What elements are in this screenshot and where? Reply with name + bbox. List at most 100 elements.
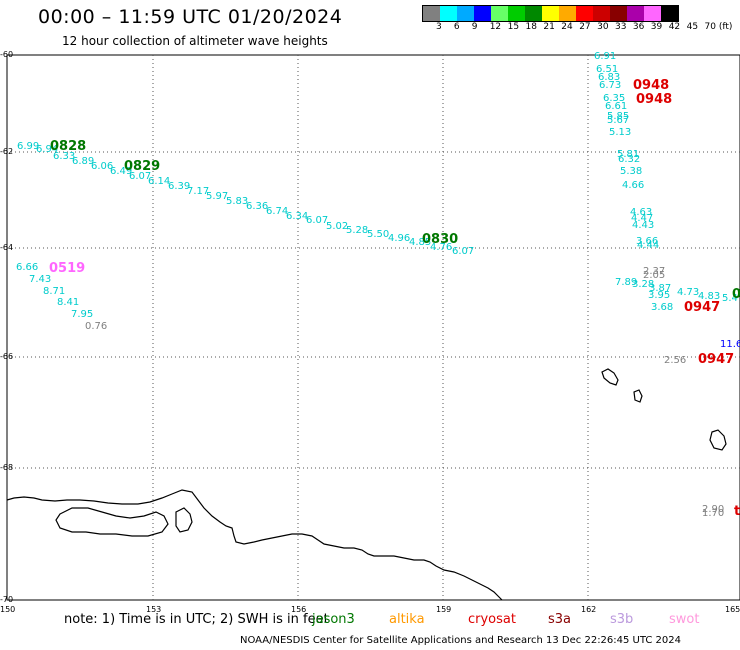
satellite-jason3: jason3 <box>312 612 355 627</box>
island <box>633 389 643 403</box>
wave-height-value: 6.61 <box>605 101 628 112</box>
island <box>601 368 619 386</box>
satellite-cryosat: cryosat <box>468 612 516 627</box>
pass-time-label: 0830 <box>422 232 459 247</box>
wave-height-value: 2.05 <box>643 270 666 281</box>
wave-height-value: 7.89 <box>615 277 638 288</box>
wave-height-value: 6.07 <box>306 215 329 226</box>
longitude-label: 159 <box>436 605 452 614</box>
wave-height-value: 1.70 <box>702 508 725 519</box>
colorbar-swatch <box>576 6 593 21</box>
footer-note: note: 1) Time is in UTC; 2) SWH is in fe… <box>64 612 329 627</box>
wave-height-value: 6.34 <box>286 211 309 222</box>
wave-height-value: 5.50 <box>367 229 390 240</box>
wave-height-value: 5.02 <box>326 221 349 232</box>
colorbar-swatch <box>559 6 576 21</box>
wave-height-value: 5.67 <box>607 115 630 126</box>
latitude-label: -62 <box>0 147 14 156</box>
pass-time-label: 0947 <box>684 300 721 315</box>
pass-time-label: 0829 <box>124 159 161 174</box>
colorbar-label: 27 <box>579 22 591 32</box>
map-subtitle: 12 hour collection of altimeter wave hei… <box>62 34 328 48</box>
colorbar-swatch <box>661 6 678 21</box>
satellite-altika: altika <box>389 612 425 627</box>
wave-height-value: 2.37 <box>643 266 666 277</box>
wave-height-value: 6.07 <box>129 171 152 182</box>
wave-height-value: 5.85 <box>607 111 630 122</box>
satellite-swot: swot <box>669 612 700 627</box>
wave-height-value: 6.07 <box>452 246 475 257</box>
colorbar-swatch <box>440 6 457 21</box>
colorbar-label: 21 <box>543 22 555 32</box>
wave-height-value: 3.87 <box>649 283 672 294</box>
longitude-label: 153 <box>146 605 162 614</box>
satellite-s3a: s3a <box>548 612 572 627</box>
wave-height-value: 5.28 <box>346 225 369 236</box>
longitude-label: 162 <box>581 605 597 614</box>
colorbar-swatch <box>474 6 491 21</box>
wave-height-value: 6.32 <box>618 154 641 165</box>
footer-credit: NOAA/NESDIS Center for Satellite Applica… <box>240 635 682 646</box>
wave-height-value: 2.90 <box>702 504 725 515</box>
colorbar-label: 70 (ft) <box>704 22 733 32</box>
colorbar-label: 33 <box>615 22 627 32</box>
wave-height-value: 6.73 <box>599 80 622 91</box>
colorbar-label: 36 <box>632 22 645 32</box>
wave-height-value: 2.56 <box>664 355 687 366</box>
wave-height-value: 3.66 <box>636 236 659 247</box>
wave-height-value: 4.66 <box>622 180 645 191</box>
wave-height-value: 4.85 <box>409 237 432 248</box>
wave-height-value: 4.43 <box>632 220 655 231</box>
colorbar-swatch <box>542 6 559 21</box>
wave-height-value: 6.14 <box>148 176 171 187</box>
wave-height-value: 7.95 <box>71 309 94 320</box>
colorbar-label: 24 <box>561 22 573 32</box>
wave-height-value: 7.43 <box>29 274 52 285</box>
colorbar-label: 6 <box>453 22 460 32</box>
wave-height-value: 3.28 <box>632 279 655 290</box>
wave-height-value: 5.97 <box>206 191 229 202</box>
wave-height-value: 6.94 <box>36 144 59 155</box>
pass-time-label: 0828 <box>50 139 87 154</box>
colorbar-swatch <box>508 6 525 21</box>
wave-height-value: 4.96 <box>388 233 411 244</box>
colorbar-label: 30 <box>597 22 609 32</box>
wave-height-value: 6.91 <box>594 51 617 62</box>
colorbar-swatch <box>644 6 661 21</box>
wave-height-value: 8.71 <box>43 286 66 297</box>
wave-height-value: 6.83 <box>598 72 621 83</box>
colorbar-label: 12 <box>489 22 502 32</box>
wave-height-value: 3.68 <box>651 302 674 313</box>
colorbar-label: 3 <box>436 22 442 32</box>
pass-time-label: 0947 <box>698 352 735 367</box>
longitude-label: 156 <box>291 605 307 614</box>
colorbar-swatch <box>627 6 644 21</box>
antarctic-coastline <box>6 489 503 601</box>
map-title: 00:00 – 11:59 UTC 01/20/2024 <box>38 6 343 28</box>
colorbar-swatch <box>491 6 508 21</box>
wave-height-value: 6.51 <box>596 64 619 75</box>
wave-height-value: 8.41 <box>57 297 80 308</box>
colorbar-label: 42 <box>668 22 681 32</box>
wave-height-value: 6.39 <box>168 181 191 192</box>
satellite-s3b: s3b <box>610 612 634 627</box>
longitude-label: 150 <box>0 605 16 614</box>
wave-height-value: 4.83 <box>698 291 721 302</box>
pass-time-label: 0519 <box>49 261 86 276</box>
colorbar-label: 18 <box>525 22 537 32</box>
wave-height-value: 6.66 <box>16 262 39 273</box>
wave-height-value: 5.13 <box>609 127 632 138</box>
colorbar-swatch <box>525 6 542 21</box>
wave-height-value: 5.81 <box>617 149 640 160</box>
wave-height-value: 6.49 <box>110 166 133 177</box>
colorbar-swatch <box>593 6 610 21</box>
gridlines <box>7 55 740 600</box>
latitude-label: -70 <box>0 595 14 604</box>
colorbar <box>422 5 679 22</box>
wave-height-value: 5.38 <box>620 166 643 177</box>
wave-height-value: 6.74 <box>266 206 289 217</box>
latitude-label: -64 <box>0 243 14 252</box>
wave-height-value: 11.6 <box>720 339 740 350</box>
wave-height-value: 0.76 <box>85 321 108 332</box>
